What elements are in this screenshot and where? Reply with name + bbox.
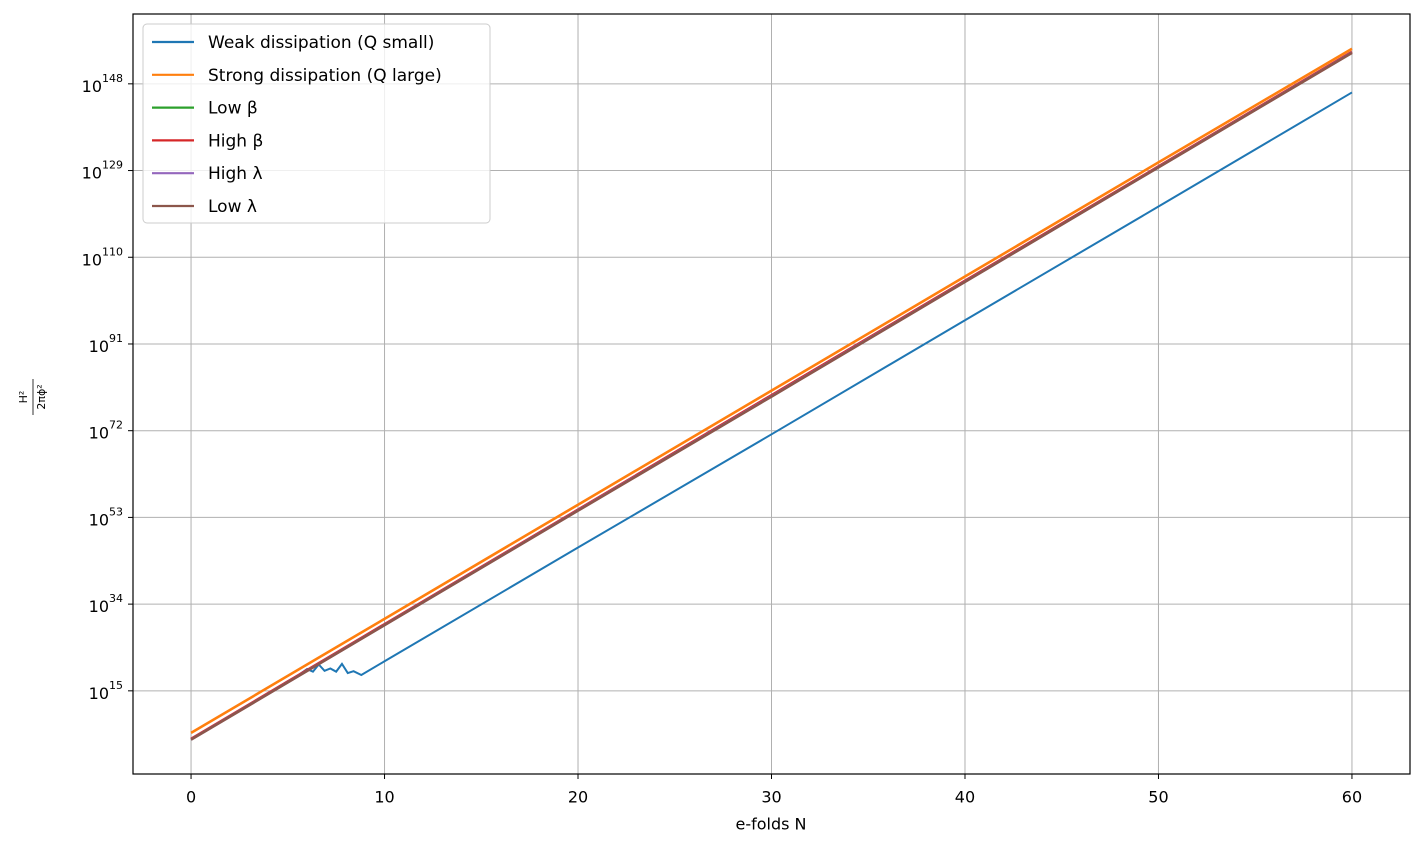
grid: [133, 14, 1410, 774]
y-tick-label: 10129: [82, 159, 123, 183]
y-axis-label: H² 2πϕ²: [17, 379, 48, 415]
lines: [190, 47, 1353, 741]
legend-label: Strong dissipation (Q large): [208, 66, 442, 86]
series-line: [190, 51, 1353, 741]
y-tick-label: 1053: [89, 505, 123, 529]
x-tick-label: 0: [186, 788, 196, 807]
legend-label: Low β: [208, 99, 258, 119]
y-tick-label: 10148: [82, 72, 123, 96]
legend-box: [142, 23, 491, 224]
x-tick-label: 20: [568, 788, 588, 807]
y-tick-label: 10110: [82, 245, 123, 269]
x-tick-label: 40: [955, 788, 975, 807]
legend-label: High β: [208, 131, 263, 151]
legend-label: Low λ: [208, 197, 257, 217]
y-tick-label: 1072: [89, 419, 123, 443]
x-tick-label: 60: [1342, 788, 1362, 807]
x-tick-label: 30: [761, 788, 781, 807]
x-tick-label: 50: [1148, 788, 1168, 807]
y-tick-label: 1015: [89, 679, 123, 703]
y-label-denominator: 2πϕ²: [35, 384, 48, 409]
series-line: [190, 47, 1353, 735]
y-label-numerator: H²: [17, 391, 30, 404]
y-tick-label: 1091: [89, 332, 123, 356]
x-axis-label: e-folds N: [735, 815, 806, 834]
legend: Weak dissipation (Q small) Strong dissipa…: [142, 23, 491, 224]
x-tick-label: 10: [374, 788, 394, 807]
legend-label: High λ: [208, 164, 263, 184]
y-tick-label: 1034: [89, 592, 123, 616]
ticks: 0 10 20 30 40 50 60 1015 1034 1053 1072 1091 10110 10…: [82, 72, 1362, 807]
legend-label: Weak dissipation (Q small): [208, 33, 434, 53]
